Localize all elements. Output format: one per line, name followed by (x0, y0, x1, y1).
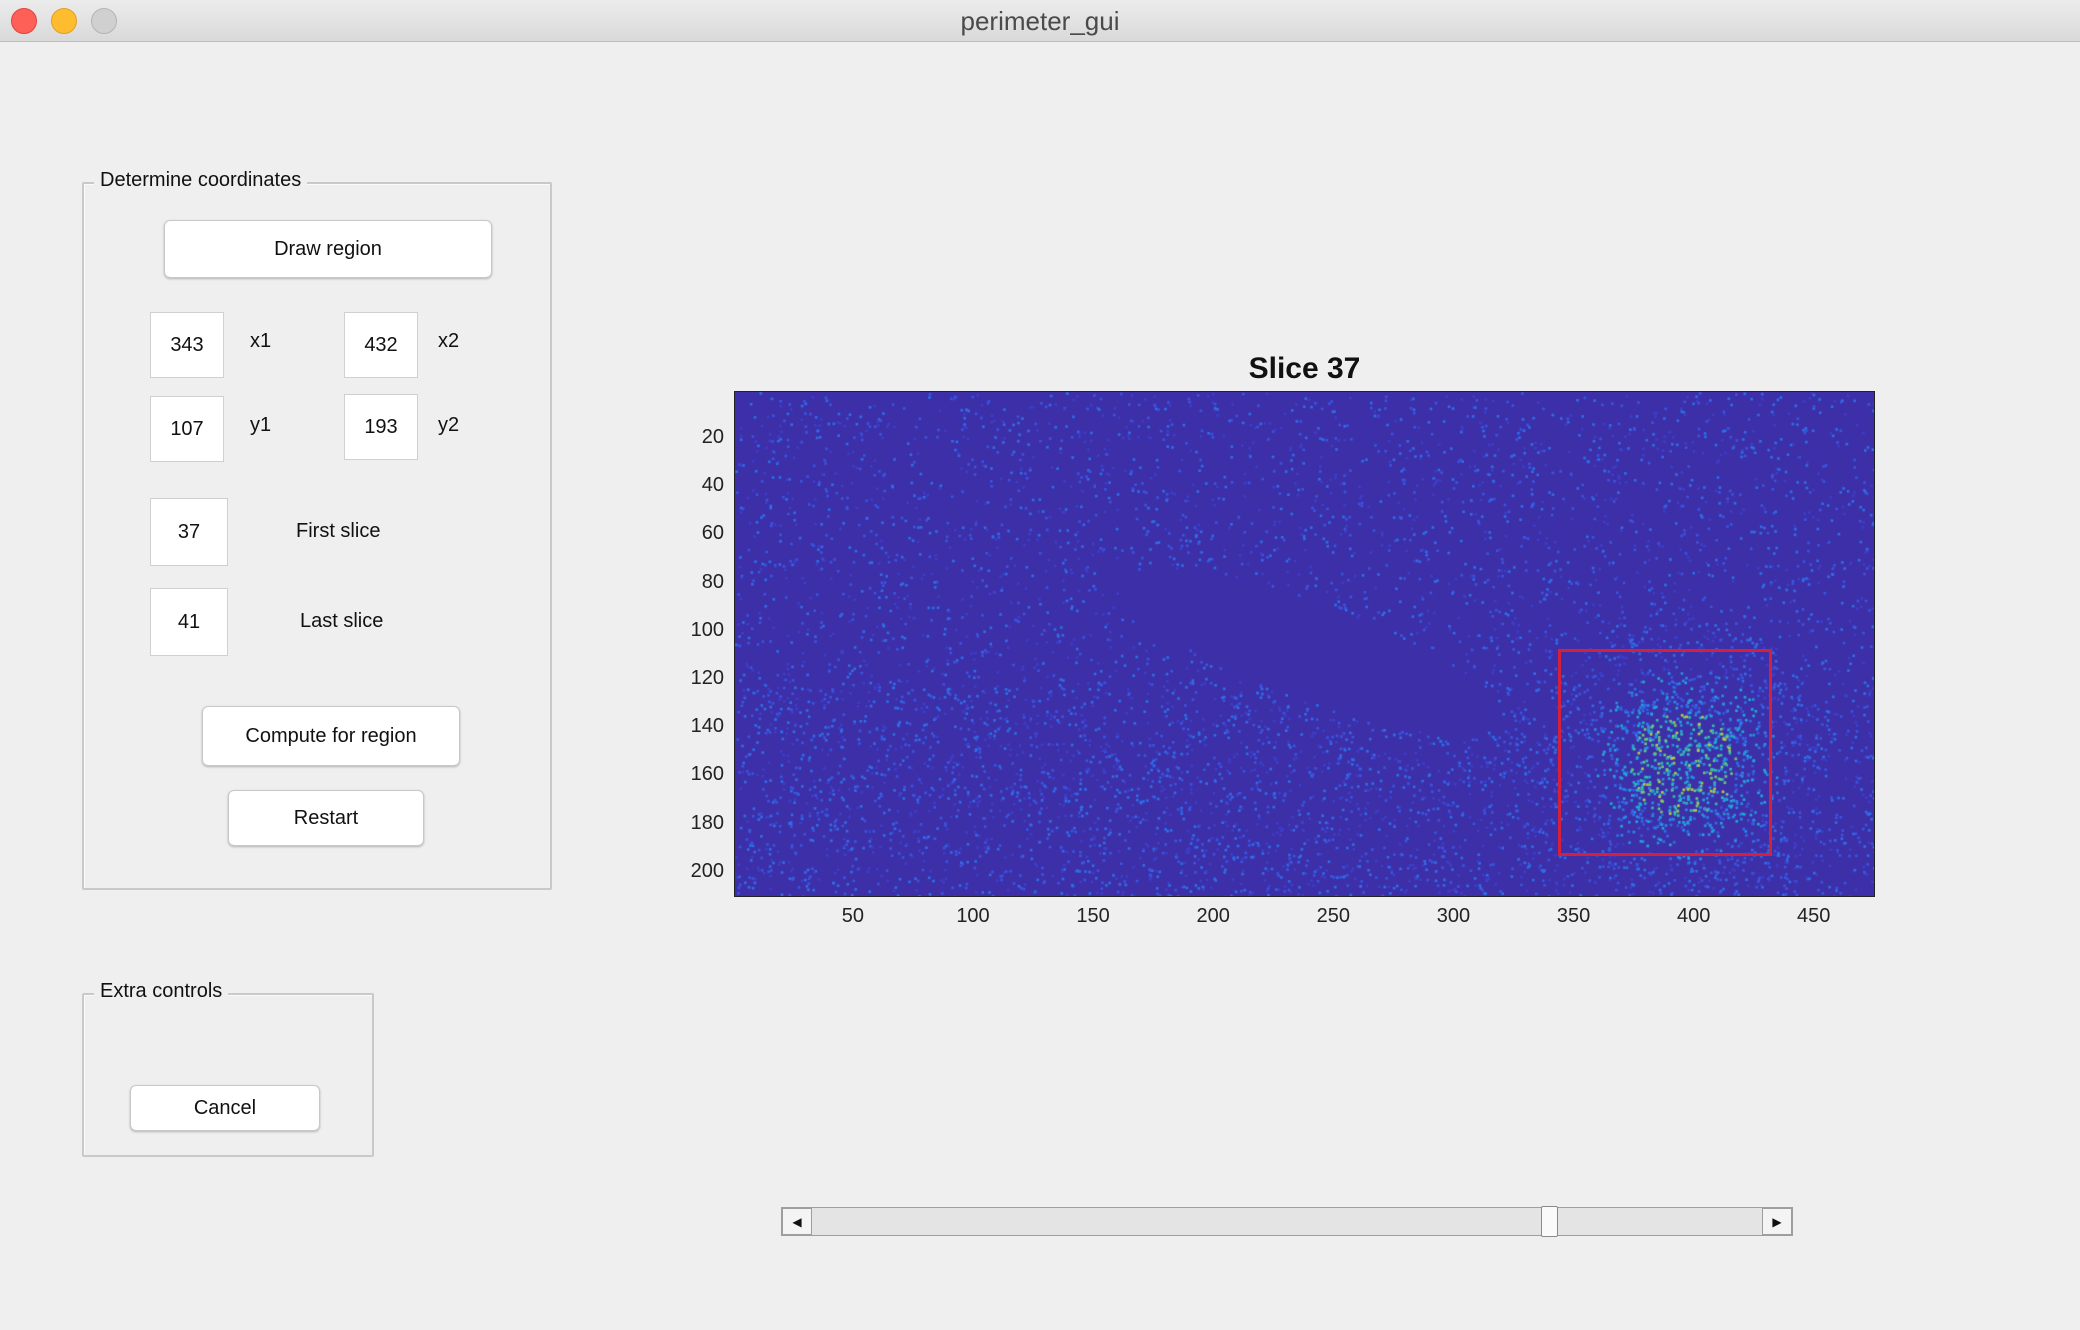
compute-for-region-button[interactable]: Compute for region (202, 706, 460, 766)
window-title: perimeter_gui (960, 6, 1120, 36)
y-tick-label: 180 (690, 811, 724, 834)
y1-field[interactable]: 107 (150, 396, 224, 462)
x-tick-label: 450 (1797, 905, 1831, 927)
x2-field[interactable]: 432 (344, 312, 418, 378)
cancel-button[interactable]: Cancel (130, 1085, 320, 1131)
x1-field[interactable]: 343 (150, 312, 224, 378)
determine-coordinates-panel: Determine coordinates Draw region 343 x1… (82, 169, 552, 890)
slider-left-arrow-icon[interactable]: ◀ (782, 1208, 812, 1235)
last-slice-label: Last slice (300, 610, 384, 632)
y-tick-label: 40 (701, 474, 724, 497)
y-tick-label: 20 (701, 425, 724, 448)
window-titlebar: perimeter_gui (0, 0, 2080, 42)
close-window-icon[interactable] (11, 8, 37, 34)
image-axes[interactable] (734, 391, 1875, 897)
slice-image (735, 392, 1874, 896)
plot-title: Slice 37 (1248, 352, 1361, 385)
x-tick-label: 150 (1076, 905, 1110, 927)
y-tick-label: 60 (701, 522, 724, 545)
panel-title: Extra controls (94, 980, 229, 1003)
y2-field[interactable]: 193 (344, 394, 418, 460)
x-tick-label: 50 (841, 905, 865, 927)
x-tick-label: 200 (1196, 905, 1230, 927)
y1-label: y1 (250, 414, 272, 436)
first-slice-label: First slice (296, 520, 381, 542)
x-tick-label: 400 (1676, 905, 1711, 927)
minimize-window-icon[interactable] (51, 8, 77, 34)
x-tick-label: 100 (956, 905, 990, 927)
restart-button[interactable]: Restart (228, 790, 424, 846)
slider-thumb[interactable] (1541, 1206, 1559, 1237)
y-tick-label: 80 (701, 570, 724, 593)
x1-label: x1 (250, 330, 272, 352)
y-tick-label: 200 (690, 859, 724, 882)
zoom-window-icon[interactable] (91, 8, 117, 34)
x2-label: x2 (438, 330, 460, 352)
extra-controls-panel: Extra controls Cancel (82, 980, 374, 1157)
y-tick-label: 100 (690, 618, 724, 641)
selected-region-rectangle (1557, 648, 1772, 856)
first-slice-field[interactable]: 37 (150, 498, 228, 566)
draw-region-button[interactable]: Draw region (164, 220, 492, 278)
panel-title: Determine coordinates (94, 169, 308, 192)
y-tick-label: 140 (690, 715, 724, 738)
y2-label: y2 (438, 414, 460, 436)
x-tick-label: 350 (1556, 905, 1591, 927)
last-slice-field[interactable]: 41 (150, 588, 228, 656)
slice-slider[interactable]: ◀ ▶ (781, 1206, 1793, 1237)
slider-right-arrow-icon[interactable]: ▶ (1762, 1208, 1792, 1235)
x-tick-label: 300 (1436, 905, 1471, 927)
x-tick-label: 250 (1316, 905, 1350, 927)
y-tick-label: 160 (690, 763, 724, 786)
y-tick-label: 120 (690, 666, 724, 689)
